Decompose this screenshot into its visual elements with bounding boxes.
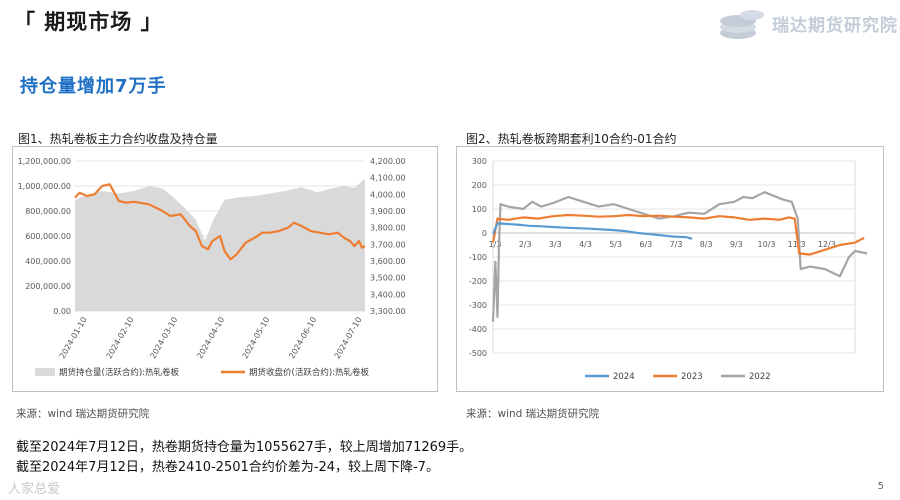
- y-tick-label: 0: [482, 229, 487, 238]
- x-tick-label: 8/3: [700, 240, 713, 249]
- x-tick-label: 7/3: [670, 240, 683, 249]
- y-right-tick-label: 3,600.00: [370, 257, 406, 266]
- fig1-panel: 0.00 200,000.00 400,000.00 600,000.00 800,00…: [12, 146, 438, 392]
- y-left-tick-label: 400,000.00: [25, 257, 71, 266]
- x-tick-label: 5/3: [609, 240, 622, 249]
- x-tick-label: 2024-06-10: [287, 316, 318, 361]
- watermark: 人家总爱: [8, 482, 61, 497]
- legend-label-2023: 2023: [681, 372, 703, 382]
- page-title: 「 期现市场 」: [14, 10, 163, 34]
- x-tick-label: 1/3: [489, 240, 502, 249]
- y-right-tick-label: 4,100.00: [370, 174, 406, 183]
- y-tick-label: -400: [469, 325, 487, 334]
- x-tick-label: 3/3: [549, 240, 562, 249]
- x-tick-label: 6/3: [639, 240, 652, 249]
- legend-label-2024: 2024: [613, 372, 635, 382]
- x-tick-label: 10/3: [758, 240, 776, 249]
- y-tick-label: 200: [472, 181, 487, 190]
- x-tick-label: 4/3: [579, 240, 592, 249]
- y-left-tick-label: 0.00: [53, 307, 71, 316]
- y-right-tick-label: 3,900.00: [370, 207, 406, 216]
- y-tick-label: 300: [472, 157, 487, 166]
- series-line-2022: [491, 191, 868, 322]
- x-tick-label: 2/3: [519, 240, 532, 249]
- x-tick-label: 2024-07-10: [333, 316, 364, 361]
- y-right-tick-label: 4,200.00: [370, 157, 406, 166]
- legend-label-2022: 2022: [749, 372, 771, 382]
- y-right-tick-label: 3,400.00: [370, 290, 406, 299]
- y-right-tick-label: 3,500.00: [370, 274, 406, 283]
- x-tick-label: 2024-01-10: [58, 316, 89, 361]
- y-left-tick-label: 600,000.00: [25, 232, 71, 241]
- summary-line-1: 截至2024年7月12日，热卷期货持仓量为1055627手，较上周增加71269…: [16, 440, 473, 455]
- fig1-title: 图1、热轧卷板主力合约收盘及持仓量: [18, 132, 218, 146]
- x-tick-label: 9/3: [730, 240, 743, 249]
- x-tick-label: 2024-03-10: [148, 316, 179, 361]
- y-tick-label: -200: [469, 277, 487, 286]
- y-tick-label: 100: [472, 205, 487, 214]
- fig2-chart: -500 -400 -300 -200 -100 0 100 200 300 1/3 2/3 3/3 4…: [469, 157, 868, 382]
- logo: 瑞达期货研究院: [712, 3, 897, 43]
- fig1-chart: 0.00 200,000.00 400,000.00 600,000.00 800,00…: [18, 157, 406, 378]
- y-left-tick-label: 1,000,000.00: [18, 182, 71, 191]
- y-right-tick-label: 3,300.00: [370, 307, 406, 316]
- x-tick-label: 2024-04-10: [195, 316, 226, 361]
- fig2-title: 图2、热轧卷板跨期套利10合约-01合约: [466, 132, 677, 146]
- y-right-tick-label: 4,000.00: [370, 190, 406, 199]
- logo-text: 瑞达期货研究院: [772, 16, 898, 36]
- legend-swatch-open-interest: [35, 368, 55, 376]
- x-tick-label: 12/3: [818, 240, 836, 249]
- y-tick-label: -300: [469, 301, 487, 310]
- summary-line-2: 截至2024年7月12日，热卷2410-2501合约价差为-24，较上周下降-7…: [16, 460, 439, 475]
- fig2-source: 来源：wind 瑞达期货研究院: [466, 408, 600, 420]
- y-left-tick-label: 200,000.00: [25, 282, 71, 291]
- y-tick-label: -500: [469, 349, 487, 358]
- fig1-source: 来源：wind 瑞达期货研究院: [16, 408, 150, 420]
- x-tick-label: 2024-02-10: [105, 316, 136, 361]
- y-right-tick-label: 3,800.00: [370, 224, 406, 233]
- series-close-price-line: [74, 183, 366, 261]
- y-right-tick-label: 3,700.00: [370, 240, 406, 249]
- fig2-panel: -500 -400 -300 -200 -100 0 100 200 300 1/3 2/3 3/3 4…: [456, 146, 884, 392]
- series-open-interest-area: [75, 179, 365, 311]
- page-number: 5: [877, 481, 884, 492]
- series-line-2023: [491, 213, 865, 256]
- coin-stack-icon: [720, 10, 764, 39]
- section-title: 持仓量增加7万手: [20, 76, 167, 97]
- y-left-tick-label: 1,200,000.00: [18, 157, 71, 166]
- legend-label-open-interest: 期货持仓量(活跃合约):热轧卷板: [59, 367, 179, 378]
- legend-label-close-price: 期货收盘价(活跃合约):热轧卷板: [249, 367, 369, 378]
- series-line-2024: [491, 222, 693, 240]
- y-left-tick-label: 800,000.00: [25, 207, 71, 216]
- x-tick-label: 11/3: [788, 240, 806, 249]
- y-tick-label: -100: [469, 253, 487, 262]
- x-tick-label: 2024-05-10: [241, 316, 272, 361]
